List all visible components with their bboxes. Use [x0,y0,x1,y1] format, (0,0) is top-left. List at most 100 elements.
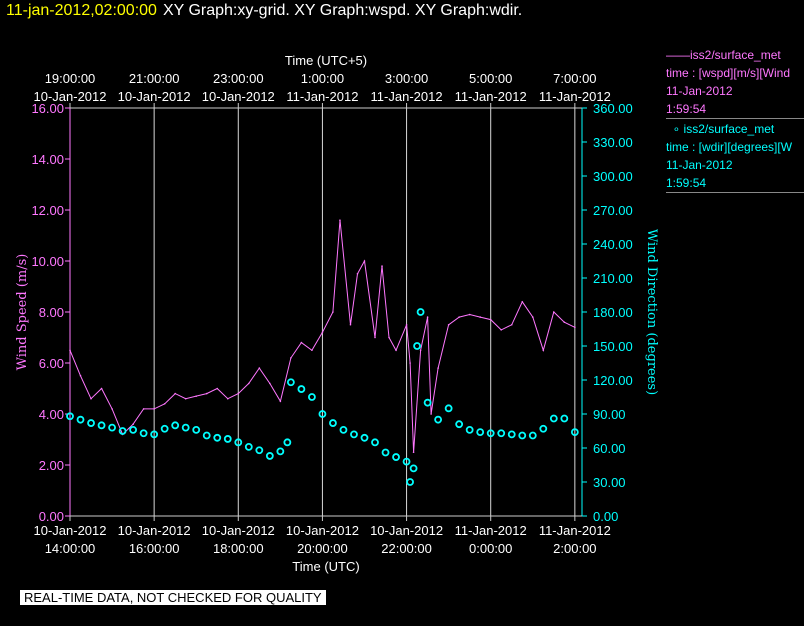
wind-direction-point [549,414,558,423]
x-bottom-tick-time: 20:00:00 [297,541,348,556]
wind-direction-point [507,430,516,439]
y-left-tick-label: 0.00 [39,509,64,524]
wind-speed-point [405,323,408,326]
wind-direction-point [234,438,243,447]
wind-speed-point [153,408,155,410]
y-right-tick-label: 30.00 [593,475,626,490]
x-bottom-tick-time: 18:00:00 [213,541,264,556]
wind-direction-point [416,308,425,316]
wind-speed-point [79,374,82,377]
wind-direction-point [181,423,190,432]
y-left-tick-label: 4.00 [39,407,64,422]
wind-speed-point [489,318,492,321]
wind-speed-point [142,408,145,410]
x-bottom-tick-time: 22:00:00 [381,541,432,556]
x-top-tick-time: 21:00:00 [129,71,180,86]
wind-speed-point [332,311,334,313]
wind-direction-point [265,452,274,460]
wind-direction-point [360,433,369,442]
wind-direction-point [539,424,548,433]
legend-wspd-desc: time : [wspd][m/s][Wind [666,66,791,80]
wind-speed-point [468,313,471,316]
wind-speed-point [321,331,324,334]
x-top-tick-time: 3:00:00 [385,71,428,86]
wind-direction-point [476,428,485,437]
wind-speed-point [216,387,219,390]
legend-wdir-time: 1:59:54 [666,174,804,193]
wind-direction-point [255,446,264,455]
wind-direction-point [297,385,306,393]
x-bottom-tick-time: 16:00:00 [129,541,180,556]
wind-speed-point [237,392,240,395]
y-right-axis-title: Wind Direction (degrees) [644,229,659,395]
wind-speed-line [69,220,576,453]
x-top-tick-date: 11-Jan-2012 [371,89,443,104]
wind-direction-point [76,415,85,424]
wind-speed-point [226,397,229,400]
grid [153,108,576,516]
x-bottom-tick-date: 10-Jan-2012 [118,523,191,538]
wind-direction-point [139,429,148,438]
wind-direction-point [66,412,74,421]
wind-speed-point [500,329,503,331]
wind-speed-point [447,323,450,326]
wind-direction-point [560,414,569,423]
wind-direction-point [108,423,116,432]
x-top-tick-date: 11-Jan-2012 [539,89,611,104]
legend-wdir-name: iss2/surface_met [683,122,775,136]
timestamp: 11-jan-2012,02:00:00 [6,2,157,19]
y-left-axis-title: Wind Speed (m/s) [15,254,30,371]
legend-wspd-date: 11-Jan-2012 [666,84,733,98]
wind-speed-point [479,316,481,318]
wind-speed-point [374,336,376,339]
y-right-tick-label: 300.00 [593,169,633,184]
wind-speed-point [542,349,545,352]
wind-speed-point [437,367,439,369]
wind-direction-point [276,447,285,456]
wind-speed-point [356,272,359,275]
wind-direction-point [350,430,358,439]
wind-direction-point [171,421,180,430]
wind-speed-point [290,357,292,359]
wind-direction-point [392,453,400,461]
wind-direction-point [528,431,537,440]
wind-speed-point [205,392,208,395]
x-bottom-tick-time: 0:00:00 [469,541,512,556]
x-top-tick-date: 10-Jan-2012 [118,89,191,104]
wind-speed-point [510,323,513,326]
legend-wdir-title: ∘ iss2/surface_met [666,120,804,138]
x-top-tick-date: 11-Jan-2012 [455,89,527,104]
wind-direction-point [202,431,211,440]
chart-header: 11-jan-2012,02:00:00 XY Graph:xy-grid. XY… [6,2,522,20]
y-left-tick-label: 10.00 [31,254,64,269]
y-left-tick-label: 8.00 [39,305,64,320]
wind-direction-point [455,420,464,429]
x-top-tick-time: 19:00:00 [45,71,96,86]
wind-direction-point [423,398,432,407]
x-bottom-tick-date: 10-Jan-2012 [286,523,359,538]
y-left-tick-label: 2.00 [39,458,64,473]
legend-wspd-title: ——iss2/surface_met [666,46,804,64]
wind-direction-point [381,448,390,457]
wind-speed-point [381,265,383,267]
x-bottom-axis-title: Time (UTC) [292,559,359,574]
wind-direction-point [518,431,527,440]
wind-direction-point [308,393,316,401]
wind-direction-point [150,430,159,439]
y-right-tick-label: 90.00 [593,407,626,422]
x-bottom-tick-date: 11-Jan-2012 [539,523,611,538]
wind-speed-point [563,321,566,324]
wind-direction-point [406,478,414,486]
wind-speed-point [339,219,341,221]
wind-direction-point [465,425,474,434]
wind-speed-point [258,367,261,369]
legend-wspd: ——iss2/surface_met time : [wspd][m/s][Wi… [666,46,804,119]
wind-direction-point [286,378,295,387]
wind-direction-point [213,433,222,442]
y-right-tick-label: 0.00 [593,509,618,524]
wind-speed-point [395,349,397,352]
axes [65,103,587,521]
wind-direction-point [129,425,138,434]
wind-speed-point [574,326,576,329]
